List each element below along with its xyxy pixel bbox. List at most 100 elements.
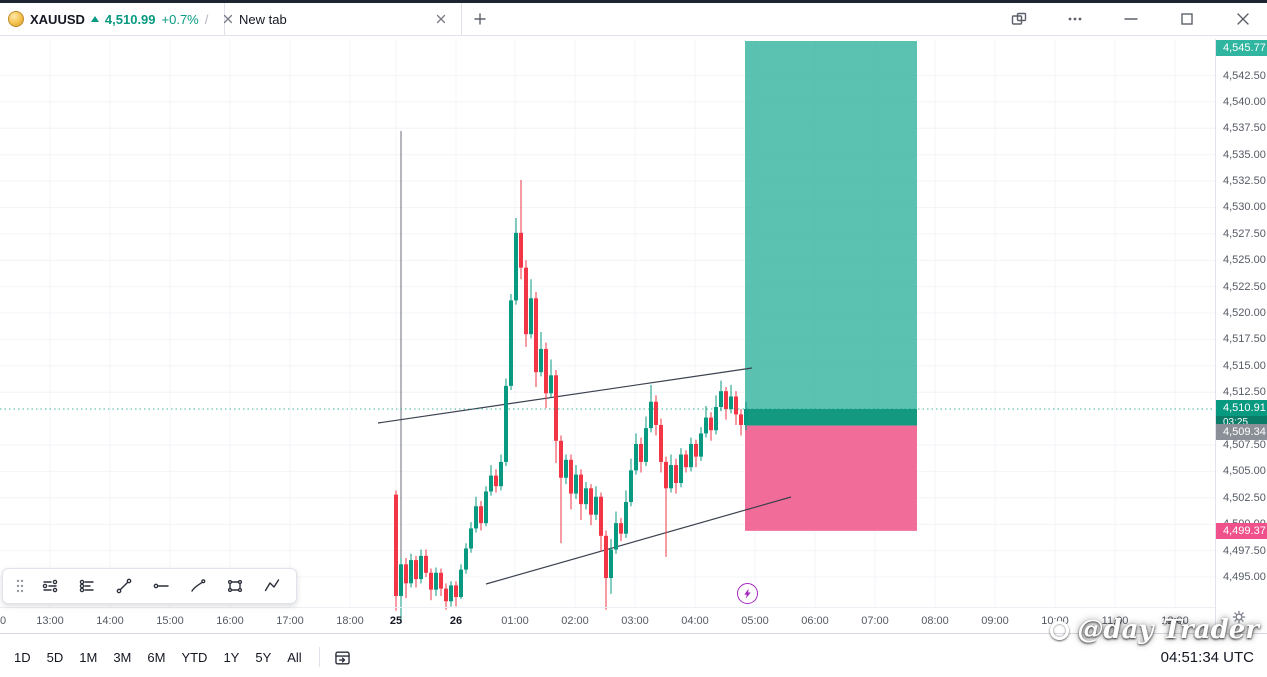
time-tick: 09:00 [981,615,1009,627]
tool-bars-pattern[interactable] [36,573,64,599]
timeframe-5d[interactable]: 5D [39,644,72,671]
chart-area[interactable]: 0 13:00 14:00 15:00 16:00 17:00 18:00 25 26 01:00… [0,39,1267,633]
time-tick: 02:00 [561,615,589,627]
price-tick: 4,527.50 [1223,227,1266,240]
time-tick: 07:00 [861,615,889,627]
time-tick: 01:00 [501,615,529,627]
tab-symbol: XAUUSD [30,11,85,27]
time-axis[interactable]: 0 13:00 14:00 15:00 16:00 17:00 18:00 25 26 01:00… [0,607,1215,633]
layout-button[interactable] [1008,8,1030,30]
price-tick: 4,530.00 [1223,201,1266,214]
more-options-button[interactable] [1064,8,1086,30]
tool-horizontal-ray[interactable] [147,573,175,599]
close-icon [1237,13,1249,25]
time-tick: 0 [0,615,7,627]
stop-price-label: 4,499.37 [1223,524,1266,537]
price-tick: 4,520.00 [1223,307,1266,320]
titlebar: XAUUSD 4,510.99 +0.7% / New tab [0,3,1267,36]
tool-polyline[interactable] [258,573,286,599]
price-tick: 4,517.50 [1223,333,1266,346]
gear-icon [1232,610,1246,624]
price-tick: 4,522.50 [1223,280,1266,293]
price-tick: 4,507.50 [1223,439,1266,452]
ellipsis-icon [1068,17,1082,21]
price-tick: 4,537.50 [1223,122,1266,135]
gold-coin-icon [8,11,24,27]
timeframe-ytd[interactable]: YTD [173,644,215,671]
watermark-text: @day Trader [1077,615,1259,645]
minimize-icon [1124,18,1138,20]
price-tick: 4,512.50 [1223,386,1266,399]
close-symbol-tab-button[interactable] [220,11,236,27]
go-to-date-button[interactable] [329,644,357,670]
time-tick: 08:00 [921,615,949,627]
time-tick: 17:00 [276,615,304,627]
timeframe-1y[interactable]: 1Y [215,644,247,671]
time-tick: 06:00 [801,615,829,627]
time-tick: 04:00 [681,615,709,627]
current-price-label: 4,510.91 [1223,402,1266,415]
target-price-badge: 4,545.77 [1216,40,1267,56]
time-tick: 03:00 [621,615,649,627]
plus-icon [474,13,486,25]
timeframe-5y[interactable]: 5Y [247,644,279,671]
timeframe-1m[interactable]: 1M [71,644,105,671]
timeframe-bar: 1D 5D 1M 3M 6M YTD 1Y 5Y All [6,644,310,671]
price-tick: 4,495.00 [1223,570,1266,583]
bars-pattern-icon [42,579,58,593]
tab-xauusd[interactable]: XAUUSD 4,510.99 +0.7% / [0,3,233,35]
price-tick: 4,532.50 [1223,175,1266,188]
timeframe-all[interactable]: All [279,644,309,671]
bottom-toolbar: 1D 5D 1M 3M 6M YTD 1Y 5Y All 04:51:34 UTC [0,633,1267,677]
economic-event-marker[interactable] [737,583,758,604]
time-tick: 12:00 [1161,615,1189,627]
maximize-icon [1181,13,1193,25]
close-new-tab-button[interactable] [433,11,449,27]
trend-line-icon [116,578,132,594]
minimize-button[interactable] [1120,8,1142,30]
price-scale-settings-button[interactable] [1231,609,1247,630]
price-axis[interactable]: 4,545.77 4,510.91 03:25 4,509.34 4,499.3… [1215,39,1267,633]
time-tick: 18:00 [336,615,364,627]
time-tick: 11:00 [1101,615,1129,627]
tool-trend-line[interactable] [110,573,138,599]
entry-price-label: 4,509.34 [1223,425,1266,438]
candlestick-chart[interactable] [0,39,1215,633]
entry-price-badge: 4,509.34 [1216,423,1267,440]
brush-icon [191,579,206,592]
watermark: @day Trader [1050,615,1259,645]
toolbar-divider [318,647,320,667]
price-tick: 4,497.50 [1223,544,1266,557]
window-controls [1008,8,1267,30]
tool-drag-handle[interactable] [13,573,27,599]
time-tick: 14:00 [96,615,124,627]
layout-icon [1011,12,1027,25]
maximize-button[interactable] [1176,8,1198,30]
tool-rectangle[interactable] [221,573,249,599]
clock[interactable]: 04:51:34 UTC [1160,649,1254,666]
tool-forecast[interactable] [73,573,101,599]
tab-new[interactable]: New tab [225,3,462,35]
target-price-label: 4,545.77 [1223,42,1266,54]
price-tick: 4,502.50 [1223,491,1266,504]
tab-price: 4,510.99 [104,11,156,27]
timeframe-1d[interactable]: 1D [6,644,39,671]
close-icon [436,14,446,24]
time-tick: 15:00 [156,615,184,627]
time-tick: 26 [449,615,463,627]
price-tick: 4,535.00 [1223,148,1266,161]
tool-brush[interactable] [184,573,212,599]
add-tab-button[interactable] [471,10,489,28]
close-window-button[interactable] [1232,8,1254,30]
drawing-toolbar [2,568,297,604]
drag-handle-icon [16,579,24,593]
new-tab-label: New tab [239,11,287,27]
price-tick: 4,505.00 [1223,465,1266,478]
watermark-logo-icon [1050,620,1070,640]
timeframe-6m[interactable]: 6M [139,644,173,671]
time-tick: 25 [389,615,403,627]
timeframe-3m[interactable]: 3M [105,644,139,671]
forecast-icon [79,579,94,593]
price-tick: 4,525.00 [1223,254,1266,267]
